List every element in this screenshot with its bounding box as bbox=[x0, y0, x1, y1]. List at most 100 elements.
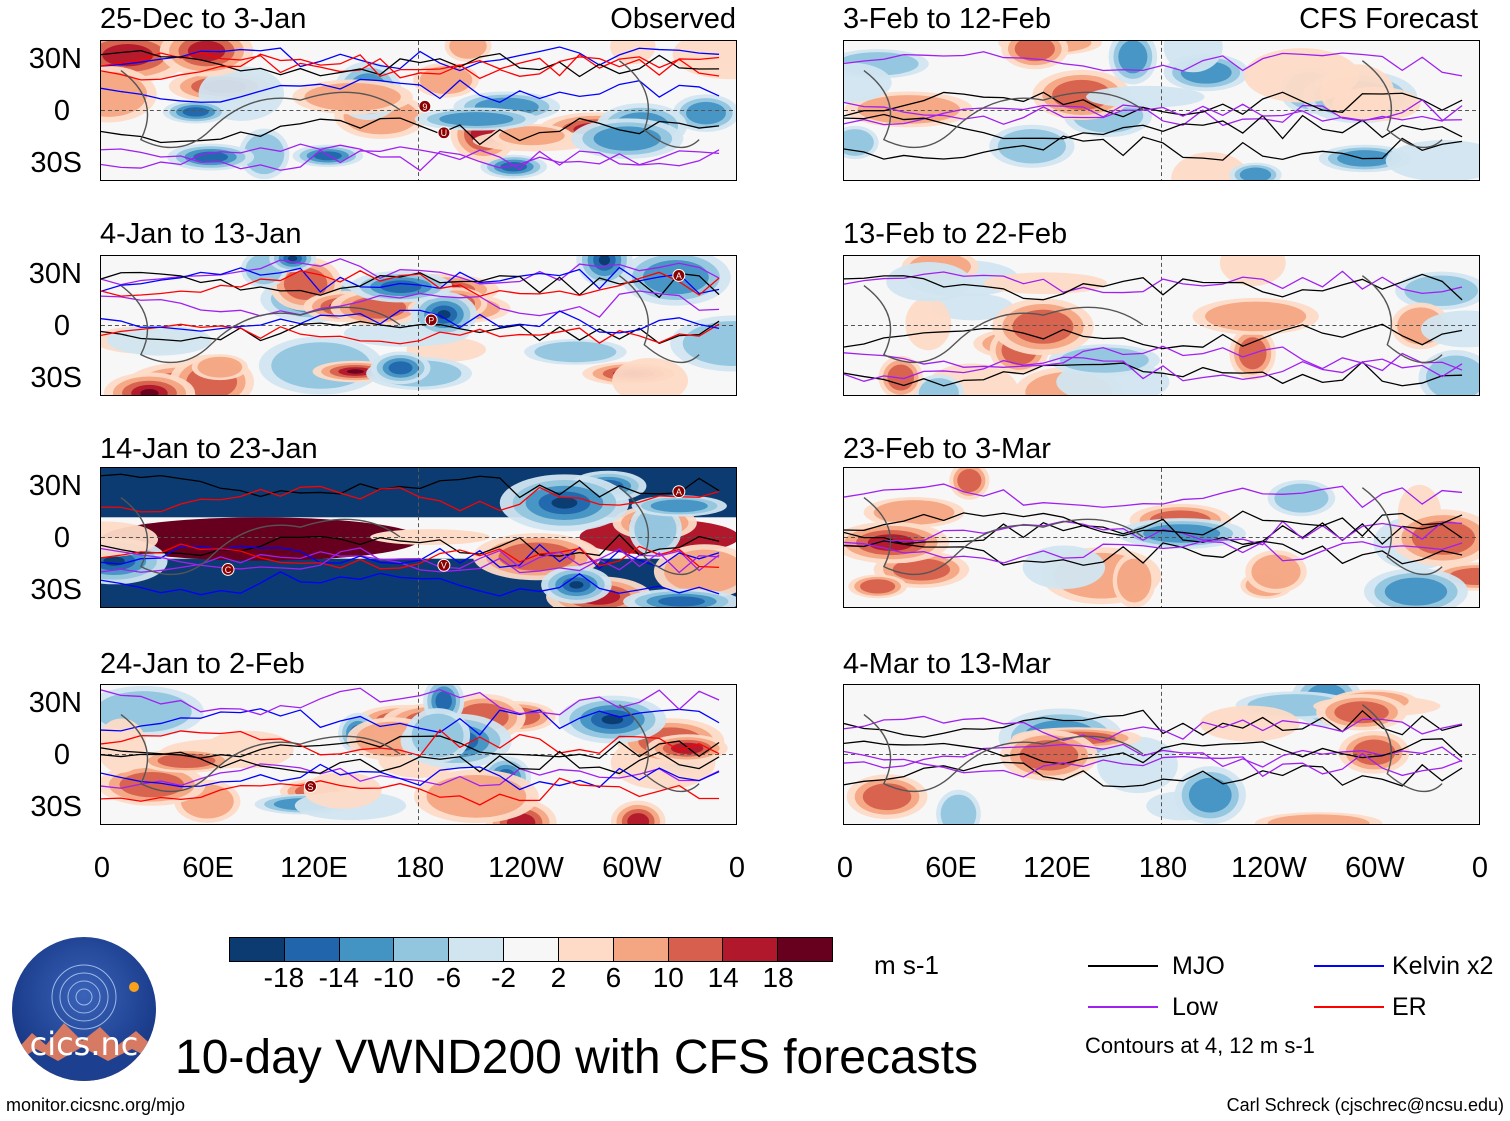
storm-marker bbox=[437, 558, 451, 572]
storm-marker bbox=[221, 563, 235, 576]
colorbar-tick-label: 18 bbox=[762, 962, 794, 993]
lon-label: 60W bbox=[1345, 852, 1405, 884]
colorbar-swatch bbox=[339, 938, 395, 961]
panel-4-title: 24-Jan to 2-Feb bbox=[100, 648, 305, 680]
lon-label: 60E bbox=[182, 852, 234, 884]
panel-1-title: 25-Dec to 3-Jan bbox=[100, 3, 307, 35]
panel-1-tag: Observed bbox=[610, 3, 736, 35]
colorbar-swatch bbox=[723, 938, 779, 961]
lon-label: 180 bbox=[1138, 852, 1188, 884]
colorbar-tick-label: 14 bbox=[707, 962, 739, 993]
lat-label-30s: 30S bbox=[30, 574, 82, 606]
map-panel-4-field: S bbox=[101, 685, 736, 824]
lat-label-30s: 30S bbox=[30, 362, 82, 394]
lat-label-30n: 30N bbox=[28, 43, 82, 75]
legend-er-label: ER bbox=[1392, 993, 1427, 1021]
storm-marker-label: S bbox=[308, 782, 314, 792]
storm-marker-label: A bbox=[676, 271, 682, 281]
colorbar-tick-label: 10 bbox=[652, 962, 684, 993]
storm-marker bbox=[424, 313, 438, 327]
lat-label-30n: 30N bbox=[28, 258, 82, 290]
colorbar-tick-label: 6 bbox=[605, 962, 622, 993]
legend-low-label: Low bbox=[1172, 993, 1218, 1021]
panel-3-title: 14-Jan to 23-Jan bbox=[100, 433, 318, 465]
storm-marker-label: V bbox=[441, 561, 447, 571]
colorbar-swatch bbox=[668, 938, 724, 961]
panel-5-tag: CFS Forecast bbox=[1299, 3, 1478, 35]
colorbar-swatch bbox=[558, 938, 614, 961]
lat-label-30n: 30N bbox=[28, 687, 82, 719]
colorbar-swatch bbox=[284, 938, 340, 961]
map-panel-1-field: 9U bbox=[101, 41, 736, 180]
storm-marker-label: A bbox=[676, 487, 682, 497]
lat-label-eq: 0 bbox=[53, 739, 70, 771]
map-panel-5 bbox=[843, 40, 1480, 181]
map-panel-6 bbox=[843, 255, 1480, 396]
legend-low-line bbox=[1088, 1006, 1158, 1008]
legend-er-line bbox=[1314, 1006, 1384, 1008]
lon-label: 0 bbox=[1471, 852, 1489, 884]
lon-label: 120E bbox=[280, 852, 348, 884]
contour-note: Contours at 4, 12 m s-1 bbox=[1085, 1033, 1315, 1058]
storm-marker bbox=[672, 269, 686, 282]
colorbar-swatch bbox=[613, 938, 669, 961]
lon-label: 0 bbox=[728, 852, 746, 884]
map-panel-4: S bbox=[100, 684, 737, 825]
cics-logo: cics.nc bbox=[12, 937, 156, 1081]
storm-marker-label: 9 bbox=[422, 102, 427, 112]
colorbar-tick-label: -6 bbox=[436, 962, 462, 993]
storm-marker-label: U bbox=[441, 128, 447, 138]
legend-kelvin-line bbox=[1314, 965, 1384, 967]
logo-graphic bbox=[12, 964, 156, 1081]
colorbar-swatch bbox=[778, 938, 832, 961]
storm-marker bbox=[304, 780, 318, 793]
map-panel-7 bbox=[843, 467, 1480, 608]
colorbar-swatch bbox=[449, 938, 505, 961]
panel-5-title: 3-Feb to 12-Feb bbox=[843, 3, 1051, 35]
map-panel-7-field bbox=[844, 468, 1479, 607]
panel-6-title: 13-Feb to 22-Feb bbox=[843, 218, 1068, 250]
map-panel-8-field bbox=[844, 685, 1479, 824]
storm-marker-label: C bbox=[225, 565, 232, 575]
lon-label: 120W bbox=[488, 852, 564, 884]
storm-marker bbox=[418, 99, 432, 113]
map-panel-8 bbox=[843, 684, 1480, 825]
colorbar-swatch bbox=[394, 938, 450, 961]
legend-mjo-line bbox=[1088, 965, 1158, 967]
lat-label-30s: 30S bbox=[30, 147, 82, 179]
map-panel-5-field bbox=[844, 41, 1479, 180]
colorbar-tick-label: 2 bbox=[550, 962, 567, 993]
colorbar-tick-label: -14 bbox=[318, 962, 360, 993]
map-panel-2-field: AP bbox=[101, 256, 736, 395]
storm-marker bbox=[437, 126, 451, 140]
storm-marker bbox=[672, 485, 686, 499]
colorbar-swatch bbox=[230, 938, 285, 961]
lat-label-eq: 0 bbox=[53, 522, 70, 554]
lon-label: 120E bbox=[1023, 852, 1091, 884]
legend-kelvin-label: Kelvin x2 bbox=[1392, 952, 1494, 980]
map-panel-6-field bbox=[844, 256, 1479, 395]
footer-url: monitor.cicsnc.org/mjo bbox=[6, 1095, 186, 1115]
map-panel-3-field: A C V bbox=[101, 468, 736, 607]
map-panel-3: A C V bbox=[100, 467, 737, 608]
lat-label-30s: 30S bbox=[30, 791, 82, 823]
panel-8-title: 4-Mar to 13-Mar bbox=[843, 648, 1051, 680]
colorbar-tick-label: -18 bbox=[263, 962, 305, 993]
lon-label: 60W bbox=[602, 852, 662, 884]
panel-7-title: 23-Feb to 3-Mar bbox=[843, 433, 1051, 465]
lon-label: 120W bbox=[1231, 852, 1307, 884]
lon-label: 0 bbox=[93, 852, 111, 884]
lat-label-30n: 30N bbox=[28, 470, 82, 502]
lat-label-eq: 0 bbox=[53, 310, 70, 342]
lat-label-eq: 0 bbox=[53, 95, 70, 127]
storm-marker-label: P bbox=[428, 315, 434, 325]
colorbar-tick-label: -10 bbox=[373, 962, 414, 993]
lon-label: 60E bbox=[925, 852, 977, 884]
lon-label: 0 bbox=[836, 852, 854, 884]
legend-mjo-label: MJO bbox=[1172, 952, 1225, 980]
colorbar-units: m s-1 bbox=[874, 950, 939, 980]
footer-author: Carl Schreck (cjschrec@ncsu.edu) bbox=[1226, 1095, 1504, 1115]
colorbar-tick-label: -2 bbox=[491, 962, 516, 993]
